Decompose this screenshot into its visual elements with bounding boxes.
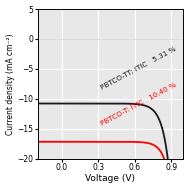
Text: PBTCO-TT: ITIC   5.31 %: PBTCO-TT: ITIC 5.31 %: [100, 46, 177, 91]
X-axis label: Voltage (V): Voltage (V): [85, 174, 136, 184]
Y-axis label: Current density (mA cm⁻²): Current density (mA cm⁻²): [5, 33, 15, 135]
Text: PBTCO-T: ITIC   10.40 %: PBTCO-T: ITIC 10.40 %: [100, 81, 177, 126]
